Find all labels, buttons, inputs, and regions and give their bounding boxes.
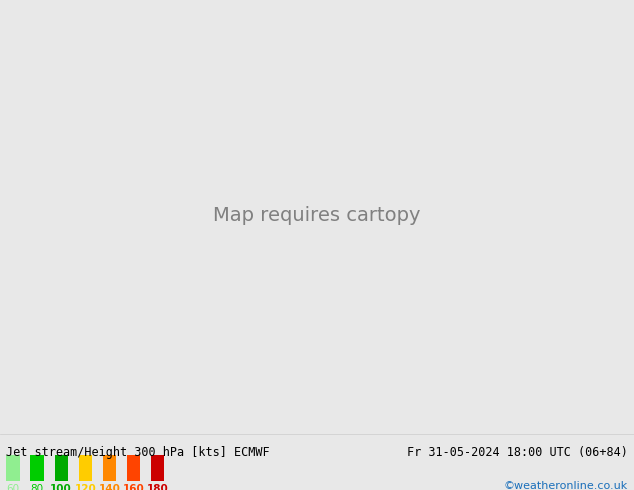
FancyBboxPatch shape	[30, 455, 44, 481]
Text: Jet stream/Height 300 hPa [kts] ECMWF: Jet stream/Height 300 hPa [kts] ECMWF	[6, 446, 270, 459]
Text: 60: 60	[6, 484, 20, 490]
FancyBboxPatch shape	[151, 455, 164, 481]
Text: 80: 80	[30, 484, 44, 490]
Text: Fr 31-05-2024 18:00 UTC (06+84): Fr 31-05-2024 18:00 UTC (06+84)	[407, 446, 628, 459]
FancyBboxPatch shape	[103, 455, 116, 481]
Text: 100: 100	[50, 484, 72, 490]
Text: 180: 180	[146, 484, 169, 490]
Text: 120: 120	[74, 484, 96, 490]
FancyBboxPatch shape	[79, 455, 92, 481]
Text: Map requires cartopy: Map requires cartopy	[213, 206, 421, 225]
Text: 160: 160	[122, 484, 145, 490]
Text: 140: 140	[98, 484, 120, 490]
FancyBboxPatch shape	[55, 455, 68, 481]
Text: ©weatheronline.co.uk: ©weatheronline.co.uk	[503, 481, 628, 490]
FancyBboxPatch shape	[127, 455, 140, 481]
FancyBboxPatch shape	[6, 455, 20, 481]
